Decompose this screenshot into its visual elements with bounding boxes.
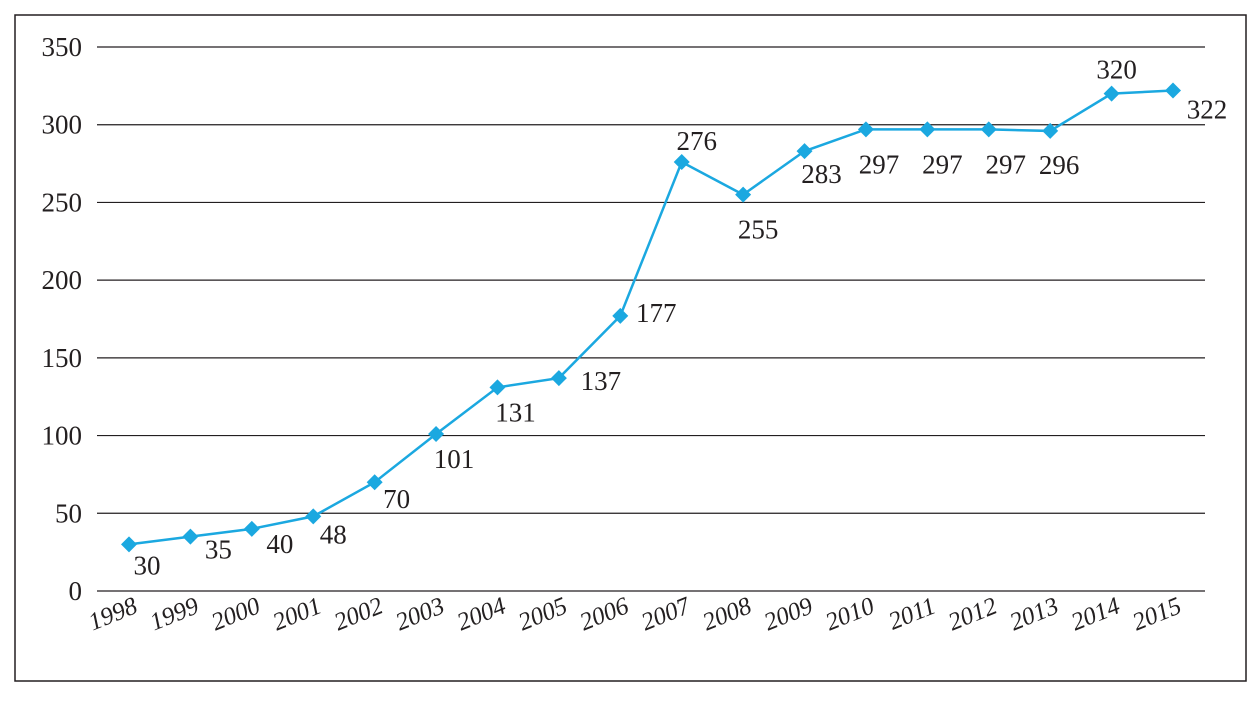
y-tick-label: 300 — [42, 110, 83, 140]
data-point-marker — [121, 536, 137, 553]
data-point-marker — [980, 121, 997, 138]
y-tick-label: 150 — [42, 343, 83, 373]
data-label: 297 — [922, 149, 963, 179]
data-label: 255 — [738, 215, 779, 245]
y-tick-label: 50 — [55, 498, 82, 528]
data-point-marker — [305, 508, 322, 525]
data-point-marker — [735, 186, 752, 203]
data-point-marker — [489, 379, 506, 396]
data-point-marker — [243, 520, 260, 537]
data-point-marker — [1103, 85, 1120, 102]
data-point-marker — [796, 143, 813, 160]
data-point-marker — [428, 426, 445, 443]
data-label: 177 — [636, 298, 677, 328]
y-tick-label: 0 — [69, 576, 83, 606]
data-label: 48 — [320, 519, 347, 549]
data-point-marker — [857, 121, 874, 138]
data-label: 322 — [1187, 95, 1228, 125]
data-point-marker — [673, 154, 690, 171]
data-point-marker — [612, 307, 629, 324]
data-label: 296 — [1039, 150, 1080, 180]
data-label: 70 — [383, 484, 410, 514]
data-label: 276 — [676, 126, 717, 156]
data-point-marker — [182, 528, 199, 545]
series-line — [128, 89, 1174, 546]
chart-border — [14, 14, 1247, 682]
data-label: 297 — [859, 149, 900, 179]
data-point-marker — [1165, 82, 1181, 99]
data-label: 101 — [434, 444, 475, 474]
data-label: 35 — [205, 535, 232, 565]
y-tick-label: 250 — [42, 187, 83, 217]
data-point-marker — [919, 121, 936, 138]
data-label: 40 — [266, 529, 293, 559]
data-label: 131 — [495, 397, 536, 427]
data-label: 30 — [134, 550, 161, 580]
data-point-marker — [366, 474, 383, 491]
data-point-marker — [550, 370, 567, 387]
data-label: 297 — [986, 149, 1027, 179]
data-label: 137 — [581, 366, 622, 396]
y-tick-label: 100 — [42, 421, 83, 451]
y-tick-label: 350 — [42, 32, 83, 62]
data-label: 283 — [801, 159, 842, 189]
data-point-marker — [1042, 122, 1059, 139]
y-tick-label: 200 — [42, 265, 83, 295]
data-label: 320 — [1096, 55, 1137, 85]
